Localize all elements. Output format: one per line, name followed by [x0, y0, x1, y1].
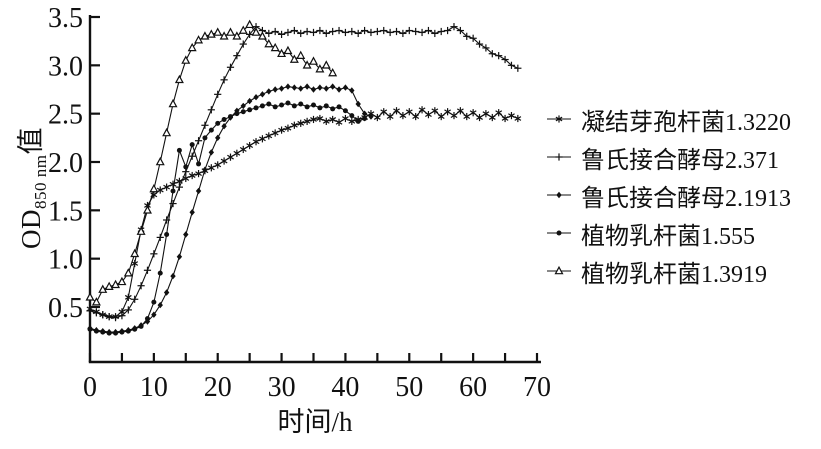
svg-text:1.0: 1.0	[48, 245, 83, 276]
x-axis-label: 时间/h	[277, 407, 353, 437]
legend-label: 植物乳杆菌1.3919	[581, 261, 767, 288]
legend-label: 鲁氏接合酵母2.371	[581, 147, 779, 174]
legend-label: 凝结芽孢杆菌1.3220	[581, 109, 791, 136]
svg-text:1.5: 1.5	[48, 196, 83, 227]
svg-text:20: 20	[204, 372, 232, 403]
circle-marker-icon	[547, 230, 571, 236]
svg-text:30: 30	[268, 372, 296, 403]
legend-label: 鲁氏接合酵母2.1913	[581, 185, 791, 212]
svg-text:70: 70	[523, 372, 551, 403]
svg-text:10: 10	[140, 372, 168, 403]
triangle-marker-icon	[547, 265, 571, 275]
legend-item: 凝结芽孢杆菌1.3220	[545, 100, 791, 138]
legend-item: 鲁氏接合酵母2.1913	[545, 176, 791, 214]
legend: 凝结芽孢杆菌1.3220 鲁氏接合酵母2.371 鲁氏接合酵母2.1913 植物…	[545, 100, 791, 290]
svg-text:40: 40	[331, 372, 359, 403]
svg-text:50: 50	[395, 372, 423, 403]
svg-text:3.5: 3.5	[48, 3, 83, 34]
svg-text:2.5: 2.5	[48, 100, 83, 131]
svg-text:2.0: 2.0	[48, 148, 83, 179]
legend-item: 鲁氏接合酵母2.371	[545, 138, 791, 176]
y-axis-label: OD850 nm值	[9, 127, 51, 249]
y-axis-label-subscript: 850 nm	[31, 154, 51, 209]
svg-text:0: 0	[83, 372, 97, 403]
y-axis-label-suffix: 值	[15, 127, 46, 155]
plus-marker-icon	[547, 153, 571, 161]
legend-label: 植物乳杆菌1.555	[581, 223, 755, 250]
svg-text:0.5: 0.5	[48, 293, 83, 324]
asterisk-marker-icon	[547, 115, 571, 123]
diamond-marker-icon	[547, 191, 571, 199]
legend-item: 植物乳杆菌1.555	[545, 214, 791, 252]
legend-item: 植物乳杆菌1.3919	[545, 252, 791, 290]
y-axis-label-prefix: OD	[15, 208, 46, 249]
svg-text:3.0: 3.0	[48, 51, 83, 82]
svg-text:60: 60	[459, 372, 487, 403]
